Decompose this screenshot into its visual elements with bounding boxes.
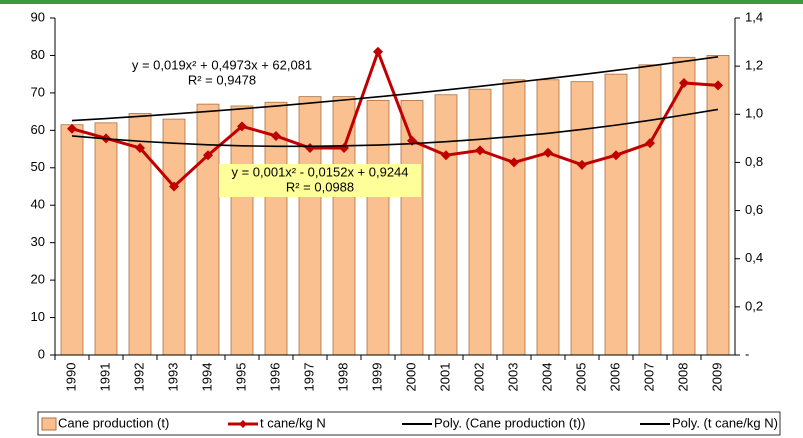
y2-tick-label: - bbox=[745, 346, 749, 361]
marker bbox=[509, 157, 519, 168]
y-tick-label: 60 bbox=[31, 122, 45, 137]
x-tick-label: 1990 bbox=[63, 363, 78, 392]
x-tick-label: 1994 bbox=[199, 363, 214, 392]
bar bbox=[434, 94, 458, 356]
annotation: R² = 0,9478 bbox=[188, 72, 256, 87]
marker bbox=[713, 80, 723, 91]
bar bbox=[366, 99, 390, 356]
x-tick-label: 1992 bbox=[131, 363, 146, 392]
x-tick-label: 2007 bbox=[641, 363, 656, 392]
y2-tick-label: 1,4 bbox=[745, 9, 763, 24]
x-tick-label: 2008 bbox=[675, 363, 690, 392]
bar bbox=[196, 103, 220, 356]
annotation: R² = 0,0988 bbox=[286, 179, 354, 194]
x-tick-label: 1995 bbox=[233, 363, 248, 392]
legend-swatch bbox=[41, 417, 57, 431]
bar bbox=[468, 88, 492, 356]
bar bbox=[672, 56, 696, 356]
bar bbox=[162, 118, 186, 356]
marker bbox=[475, 145, 485, 156]
x-tick-label: 2004 bbox=[539, 363, 554, 392]
x-tick-label: 2009 bbox=[709, 363, 724, 392]
legend-label: Poly. (t cane/kg N) bbox=[672, 415, 778, 430]
legend-marker bbox=[239, 420, 247, 428]
marker bbox=[169, 181, 179, 192]
x-tick-label: 2005 bbox=[573, 363, 588, 392]
marker bbox=[135, 142, 145, 153]
marker bbox=[271, 130, 281, 141]
marker bbox=[645, 138, 655, 149]
marker bbox=[237, 121, 247, 132]
x-tick-label: 2000 bbox=[403, 363, 418, 392]
y2-tick-label: 0,8 bbox=[745, 154, 763, 169]
y2-tick-label: 0,4 bbox=[745, 250, 763, 265]
bar bbox=[60, 124, 84, 356]
y-tick-label: 70 bbox=[31, 84, 45, 99]
x-tick-label: 1993 bbox=[165, 363, 180, 392]
y-tick-label: 80 bbox=[31, 47, 45, 62]
marker bbox=[67, 123, 77, 134]
bar bbox=[332, 96, 356, 356]
bar bbox=[570, 81, 594, 356]
marker bbox=[611, 150, 621, 161]
trend-line bbox=[71, 56, 719, 122]
trend-line bbox=[71, 108, 719, 148]
annotation-box bbox=[219, 164, 421, 197]
top-strip bbox=[0, 0, 803, 4]
x-tick-label: 1997 bbox=[301, 363, 316, 392]
marker bbox=[373, 46, 383, 57]
legend-label: Poly. (Cane production (t)) bbox=[434, 415, 586, 430]
marker bbox=[441, 150, 451, 161]
marker bbox=[679, 77, 689, 88]
bar bbox=[638, 64, 662, 356]
bar bbox=[536, 79, 560, 356]
x-tick-label: 1999 bbox=[369, 363, 384, 392]
x-tick-label: 1991 bbox=[97, 363, 112, 392]
y-tick-label: 40 bbox=[31, 197, 45, 212]
legend-label: t cane/kg N bbox=[260, 415, 326, 430]
x-tick-label: 2006 bbox=[607, 363, 622, 392]
annotation: y = 0,019x² + 0,4973x + 62,081 bbox=[132, 57, 312, 72]
y-tick-label: 10 bbox=[31, 309, 45, 324]
bar bbox=[502, 79, 526, 356]
y-tick-label: 30 bbox=[31, 234, 45, 249]
y-tick-label: 0 bbox=[38, 346, 45, 361]
x-tick-label: 2003 bbox=[505, 363, 520, 392]
x-tick-label: 1998 bbox=[335, 363, 350, 392]
bar bbox=[706, 55, 730, 356]
marker bbox=[203, 150, 213, 161]
x-tick-label: 2001 bbox=[437, 363, 452, 392]
bar bbox=[298, 96, 322, 356]
bar bbox=[94, 122, 118, 356]
y2-tick-label: 0,2 bbox=[745, 298, 763, 313]
data-line bbox=[71, 47, 719, 189]
y-tick-label: 50 bbox=[31, 159, 45, 174]
bar bbox=[230, 105, 254, 356]
y2-tick-label: 0,6 bbox=[745, 202, 763, 217]
y2-tick-label: 1,0 bbox=[745, 106, 763, 121]
y-tick-label: 90 bbox=[31, 9, 45, 24]
x-tick-label: 1996 bbox=[267, 363, 282, 392]
annotation: y = 0,001x² - 0,0152x + 0,9244 bbox=[231, 164, 408, 179]
bar bbox=[604, 73, 628, 356]
y-tick-label: 20 bbox=[31, 272, 45, 287]
x-tick-label: 2002 bbox=[471, 363, 486, 392]
y2-tick-label: 1,2 bbox=[745, 58, 763, 73]
marker bbox=[543, 147, 553, 158]
marker bbox=[577, 159, 587, 170]
legend-label: Cane production (t) bbox=[58, 415, 169, 430]
